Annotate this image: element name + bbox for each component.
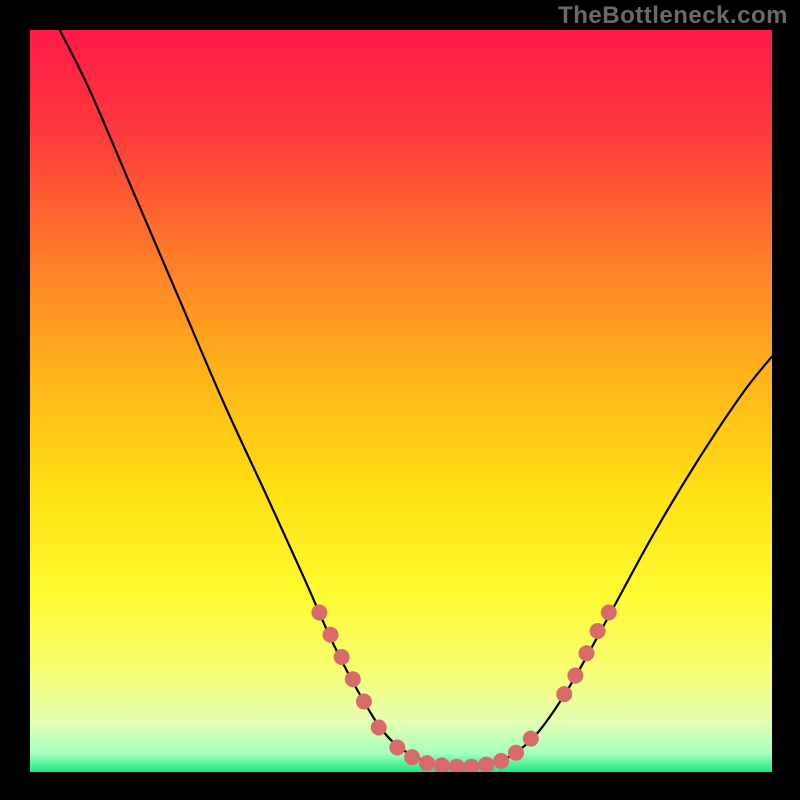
highlight-dot	[345, 671, 361, 687]
highlight-dot	[434, 757, 450, 772]
highlight-dot	[404, 749, 420, 765]
highlight-dot	[389, 740, 405, 756]
highlight-dot	[323, 627, 339, 643]
highlight-dot	[567, 668, 583, 684]
highlight-dot	[371, 719, 387, 735]
highlight-dot	[556, 686, 572, 702]
plot-area	[30, 30, 772, 772]
bottleneck-curve	[60, 30, 772, 767]
highlight-dot	[311, 604, 327, 620]
highlight-dot	[523, 731, 539, 747]
chart-stage: TheBottleneck.com	[0, 0, 800, 800]
highlight-dot	[601, 604, 617, 620]
highlight-dot	[419, 755, 435, 771]
highlight-dot	[478, 757, 494, 772]
highlight-dot	[508, 745, 524, 761]
highlight-dot	[463, 759, 479, 772]
curve-layer	[30, 30, 772, 772]
highlight-dot	[449, 759, 465, 772]
watermark-text: TheBottleneck.com	[558, 2, 788, 30]
highlight-dot	[579, 645, 595, 661]
highlight-dot	[590, 623, 606, 639]
highlight-dot	[334, 649, 350, 665]
highlight-dot	[493, 753, 509, 769]
highlight-dot	[356, 694, 372, 710]
